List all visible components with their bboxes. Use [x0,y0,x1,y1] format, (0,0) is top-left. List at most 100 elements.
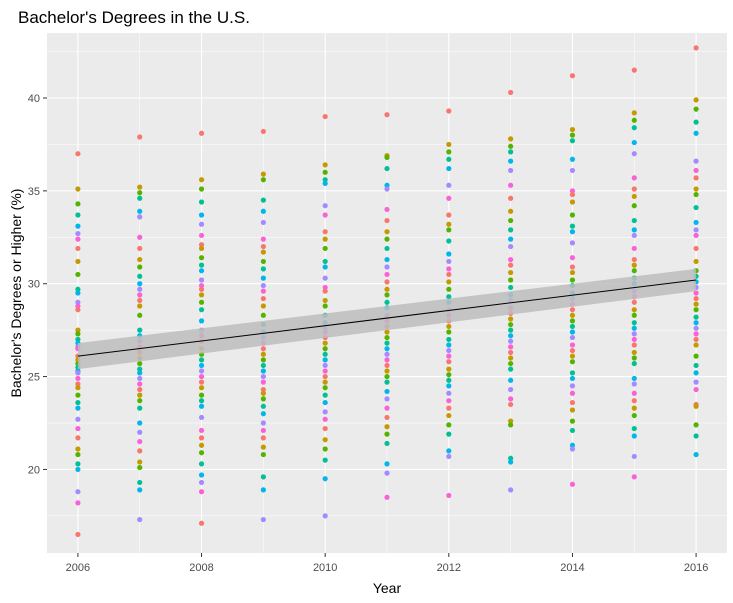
data-point [631,320,637,326]
data-point [260,312,266,318]
data-point [75,286,81,292]
data-point [260,386,266,393]
data-point [693,167,699,174]
data-point [137,297,143,304]
data-point [631,256,637,263]
data-point [508,401,514,408]
data-point [446,165,452,172]
data-point [322,162,328,168]
data-point [384,405,390,411]
data-point [260,249,266,255]
data-point [384,112,390,118]
data-point [508,136,514,142]
data-point [446,266,452,272]
data-point [75,451,81,458]
data-point [260,275,266,281]
data-point [508,143,514,149]
data-point [693,191,699,198]
data-point [446,492,452,499]
data-point [508,277,514,283]
data-point [75,230,81,237]
data-point [75,258,81,265]
data-point [75,151,81,157]
data-point [693,175,699,181]
data-point [260,396,266,402]
y-tick-label: 30 [28,279,40,291]
data-point [631,425,637,432]
data-point [137,420,143,426]
data-point [693,245,699,252]
data-point [631,203,637,209]
y-tick-label: 25 [28,372,40,384]
data-point [569,442,576,448]
data-point [198,242,205,248]
data-point [75,201,81,207]
data-point [569,342,576,348]
data-point [260,351,266,357]
data-point [446,323,452,330]
data-point [508,366,514,372]
data-point [384,494,390,500]
y-axis-ticks: 20 25 30 35 40 [28,93,47,476]
data-point [75,425,81,432]
data-point [198,450,205,456]
data-point [384,299,390,305]
data-point [260,451,266,458]
data-point [693,219,699,226]
data-point [631,474,637,480]
data-point [631,186,637,192]
data-point [446,377,452,383]
data-point [137,234,143,240]
data-point [137,286,143,292]
data-point [569,323,576,330]
data-point [322,476,328,482]
data-point [137,386,143,393]
data-point [137,375,143,382]
data-point [260,303,266,309]
data-point [631,360,637,367]
data-point [508,418,514,424]
data-point [631,232,637,239]
data-point [260,390,266,396]
y-tick-label: 40 [28,93,40,105]
data-point [137,273,143,279]
data-point [75,392,81,398]
data-point [693,379,699,385]
data-point [631,381,637,387]
data-point [693,314,699,320]
data-point [508,167,514,174]
data-point [322,385,328,391]
data-point [384,182,390,188]
data-point [693,301,699,307]
data-point [446,141,452,148]
data-point [75,399,81,406]
data-point [75,531,81,538]
data-point [75,435,81,441]
data-point [137,487,143,493]
data-point [508,256,514,263]
data-point [75,223,81,229]
data-point [508,208,514,214]
data-point [631,217,637,224]
data-point [569,191,576,198]
data-point [446,422,452,428]
data-point [384,186,390,192]
data-point [198,435,205,441]
data-point [569,240,576,246]
data-point [137,184,143,190]
data-point [446,453,452,460]
data-point [198,130,205,136]
data-point [384,236,390,242]
data-point [322,297,328,304]
data-point [446,431,452,437]
data-point [384,357,390,363]
data-point [569,269,576,276]
data-point [137,429,143,435]
data-point [137,190,143,196]
data-point [198,368,205,374]
data-point [508,227,514,233]
data-point [198,199,205,205]
data-point [137,245,143,252]
data-point [198,392,205,398]
data-point [569,199,576,205]
